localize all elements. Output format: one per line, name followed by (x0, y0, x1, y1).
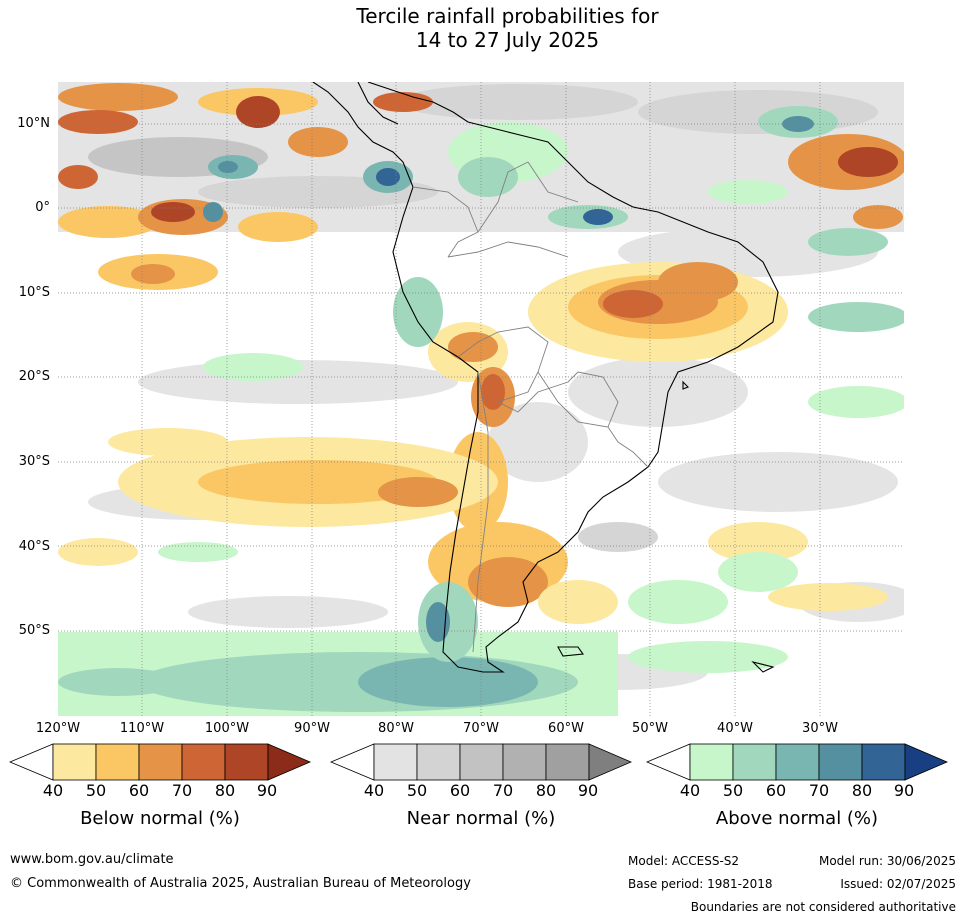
cbar-below-tick: 70 (171, 781, 193, 800)
footer-issued: Issued: 02/07/2025 (840, 877, 956, 891)
lon-label-40w: 40°W (717, 721, 753, 736)
gridlines (58, 82, 904, 716)
lat-label-10n: 10°N (17, 116, 50, 131)
cbar-above-seg-3 (775, 743, 820, 781)
cbar-above-tick: 50 (722, 781, 744, 800)
cbar-near-title: Near normal (%) (406, 808, 556, 829)
cbar-below-tick: 50 (85, 781, 107, 800)
cbar-near-tick: 80 (535, 781, 557, 800)
cbar-near-tick: 70 (492, 781, 514, 800)
lat-label-10s: 10°S (18, 285, 50, 300)
rainfall-map (58, 82, 904, 716)
title-line-1: Tercile rainfall probabilities for (356, 4, 659, 28)
below-normal-patches (58, 83, 904, 624)
cbar-above-low-cap (645, 743, 691, 781)
colorbar-near (329, 743, 633, 781)
cbar-near-low-cap (329, 743, 375, 781)
footer-model: Model: ACCESS-S2 (628, 854, 740, 868)
cbar-near-tick: 40 (363, 781, 385, 800)
footer-disclaimer: Boundaries are not considered authoritat… (690, 900, 956, 914)
lon-label-50w: 50°W (632, 721, 668, 736)
lat-label-40s: 40°S (18, 539, 50, 554)
cbar-near-high-cap (588, 743, 633, 781)
lon-label-90w: 90°W (294, 721, 330, 736)
cbar-near-seg-1 (373, 743, 418, 781)
country-borders (412, 161, 649, 653)
cbar-above-seg-1 (689, 743, 734, 781)
cbar-below-tick: 80 (214, 781, 236, 800)
coastlines (312, 82, 779, 673)
cbar-below-seg-2 (95, 743, 140, 781)
cbar-above-tick: 70 (808, 781, 830, 800)
colorbar-above (645, 743, 949, 781)
cbar-near-seg-2 (416, 743, 461, 781)
map-canvas (58, 82, 904, 716)
cbar-near-seg-5 (545, 743, 590, 781)
cbar-below-low-cap (8, 743, 54, 781)
cbar-below-seg-1 (52, 743, 97, 781)
cbar-above-tick: 60 (765, 781, 787, 800)
cbar-below-high-cap (267, 743, 312, 781)
lon-label-100w: 100°W (204, 721, 250, 736)
cbar-near-seg-4 (502, 743, 547, 781)
cbar-below-seg-5 (224, 743, 269, 781)
cbar-above-tick: 80 (851, 781, 873, 800)
lon-label-60w: 60°W (548, 721, 584, 736)
cbar-above-seg-5 (861, 743, 906, 781)
lat-label-30s: 30°S (18, 454, 50, 469)
lat-label-0: 0° (35, 200, 50, 215)
lat-label-50s: 50°S (18, 623, 50, 638)
cbar-above-tick: 90 (893, 781, 915, 800)
cbar-below-tick: 40 (42, 781, 64, 800)
footer-model-run: Model run: 30/06/2025 (818, 854, 956, 868)
cbar-below-title: Below normal (%) (80, 808, 240, 829)
cbar-near-tick: 60 (449, 781, 471, 800)
cbar-above-seg-2 (732, 743, 777, 781)
cbar-above-seg-4 (818, 743, 863, 781)
lon-label-80w: 80°W (378, 721, 414, 736)
above-normal-patches (58, 106, 904, 716)
lon-label-70w: 70°W (463, 721, 499, 736)
cbar-above-title: Above normal (%) (715, 808, 879, 829)
footer-base-period: Base period: 1981-2018 (628, 877, 773, 891)
cbar-below-tick: 60 (128, 781, 150, 800)
cbar-above-high-cap (904, 743, 949, 781)
cbar-near-tick: 50 (406, 781, 428, 800)
map-title: Tercile rainfall probabilities for 14 to… (0, 4, 965, 52)
lon-label-110w: 110°W (119, 721, 165, 736)
lon-label-30w: 30°W (802, 721, 838, 736)
cbar-near-tick: 90 (577, 781, 599, 800)
cbar-below-seg-3 (138, 743, 183, 781)
footer-website: www.bom.gov.au/climate (10, 852, 174, 867)
colorbar-below (8, 743, 312, 781)
cbar-near-seg-3 (459, 743, 504, 781)
lat-label-20s: 20°S (18, 369, 50, 384)
cbar-above-tick: 40 (679, 781, 701, 800)
title-line-2: 14 to 27 July 2025 (415, 28, 600, 52)
cbar-below-seg-4 (181, 743, 226, 781)
cbar-below-tick: 90 (256, 781, 278, 800)
lon-label-120w: 120°W (35, 721, 81, 736)
footer-copyright: © Commonwealth of Australia 2025, Austra… (10, 876, 471, 891)
